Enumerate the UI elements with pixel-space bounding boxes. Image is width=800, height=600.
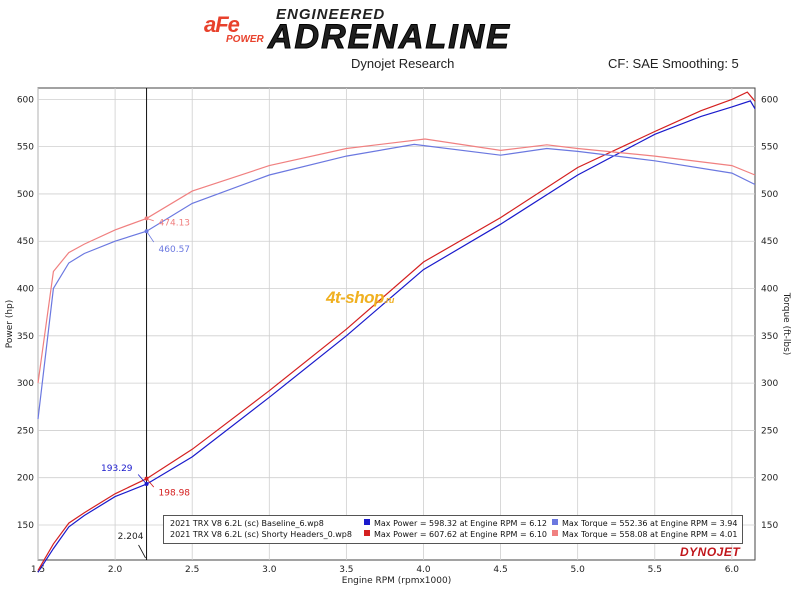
- y2-tick-label: 300: [761, 379, 778, 389]
- series-line-3: [37, 138, 756, 384]
- chart-legend: 2021 TRX V8 6.2L (sc) Baseline_6.wp8 Max…: [163, 515, 743, 544]
- y-tick-label: 550: [17, 143, 34, 153]
- chart-header: aFe POWER ENGINEERED ADRENALINE Dynojet …: [0, 0, 800, 80]
- x-tick-label: 6.0: [725, 565, 740, 575]
- annotation-label: 474.13: [159, 218, 191, 228]
- y2-tick-label: 450: [761, 237, 778, 247]
- annotation-label: 193.29: [101, 464, 133, 474]
- y2-tick-label: 250: [761, 426, 778, 436]
- annotation-point: [144, 229, 149, 234]
- y2-axis-title: Torque (ft-lbs): [781, 292, 791, 356]
- annotation-label: 198.98: [159, 489, 191, 499]
- annotation-pointer: [137, 474, 147, 485]
- x-tick-label: 4.0: [416, 565, 431, 575]
- dynojet-logo: DYNOJET: [680, 545, 741, 559]
- power-logo-text: POWER: [226, 34, 264, 45]
- dyno-source: Dynojet Research: [351, 56, 455, 71]
- legend-swatch-baseline-torque: [552, 519, 558, 525]
- y2-tick-label: 500: [761, 190, 778, 200]
- y-tick-label: 400: [17, 285, 34, 295]
- y-tick-label: 200: [17, 474, 34, 484]
- y2-tick-label: 600: [761, 95, 778, 105]
- x-tick-label: 3.0: [262, 565, 277, 575]
- y-axis-title: Power (hp): [5, 300, 15, 349]
- y-tick-label: 600: [17, 95, 34, 105]
- x-tick-label: 5.0: [571, 565, 586, 575]
- y-tick-label: 300: [17, 379, 34, 389]
- y2-tick-label: 200: [761, 474, 778, 484]
- y2-tick-label: 400: [761, 285, 778, 295]
- annotation-label: 460.57: [159, 245, 191, 255]
- series-line-2: [37, 143, 756, 420]
- chart-annotations: 2.204 193.29 198.98 474.13 460.57: [101, 88, 190, 560]
- y2-tick-label: 350: [761, 332, 778, 342]
- y-tick-label: 250: [17, 426, 34, 436]
- watermark-main: 4t-shop: [326, 288, 384, 307]
- watermark-logo: 4t-shop.ru: [326, 288, 394, 308]
- legend-torque-baseline: Max Torque = 552.36 at Engine RPM = 3.94: [562, 519, 738, 528]
- cf-smoothing: CF: SAE Smoothing: 5: [608, 56, 739, 71]
- annotation-pointer: [146, 231, 155, 243]
- chart-grid: [37, 87, 756, 561]
- adrenaline-title: ADRENALINE: [268, 18, 511, 57]
- series-line-1: [37, 91, 756, 571]
- y-tick-label: 500: [17, 190, 34, 200]
- legend-power-headers: Max Power = 607.62 at Engine RPM = 6.10: [374, 530, 548, 539]
- series-line-0: [37, 100, 756, 573]
- annotation-point: [144, 476, 149, 481]
- y-tick-label: 350: [17, 332, 34, 342]
- cursor-label: 2.204: [118, 532, 144, 542]
- x-tick-label: 4.5: [493, 565, 507, 575]
- chart-series: [37, 91, 756, 573]
- legend-file-baseline: 2021 TRX V8 6.2L (sc) Baseline_6.wp8: [170, 519, 324, 528]
- legend-swatch-headers-power: [364, 530, 370, 536]
- afe-power-logo: aFe POWER: [196, 10, 272, 50]
- y-tick-label: 150: [17, 521, 34, 531]
- y2-tick-label: 150: [761, 521, 778, 531]
- annotation-point: [144, 482, 149, 487]
- cursor-label-pointer: [138, 544, 146, 559]
- legend-torque-headers: Max Torque = 558.08 at Engine RPM = 4.01: [562, 530, 738, 539]
- x-axis-title: Engine RPM (rpmx1000): [342, 576, 451, 586]
- engineered-text: ENGINEERED: [276, 6, 386, 23]
- annotation-point: [144, 216, 149, 221]
- x-tick-label: 5.5: [648, 565, 662, 575]
- x-tick-label: 2.0: [108, 565, 123, 575]
- legend-swatch-headers-torque: [552, 530, 558, 536]
- y-tick-label: 450: [17, 237, 34, 247]
- legend-file-headers: 2021 TRX V8 6.2L (sc) Shorty Headers_0.w…: [170, 530, 352, 539]
- afe-logo-text: aFe: [204, 12, 240, 37]
- watermark-suffix: .ru: [383, 295, 395, 305]
- legend-swatch-baseline-power: [364, 519, 370, 525]
- legend-power-baseline: Max Power = 598.32 at Engine RPM = 6.12: [374, 519, 548, 528]
- y2-tick-label: 550: [761, 143, 778, 153]
- x-tick-label: 3.5: [339, 565, 353, 575]
- x-tick-label: 2.5: [185, 565, 199, 575]
- plot-area: [37, 87, 756, 561]
